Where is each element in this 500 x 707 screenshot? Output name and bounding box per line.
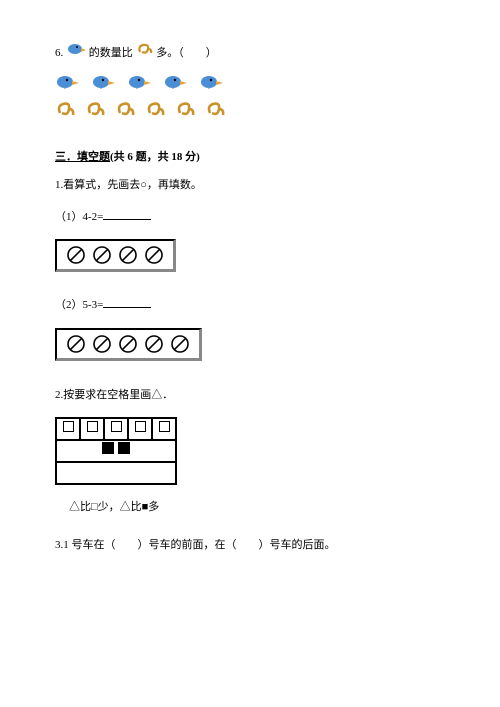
coils-row xyxy=(55,99,445,125)
q6-number: 6. xyxy=(55,47,63,59)
coil-icon xyxy=(55,99,77,125)
grid-cell xyxy=(80,418,104,440)
section-3-tail: (共 6 题，共 18 分) xyxy=(110,151,200,163)
coil-icon xyxy=(115,99,137,125)
grid-cell xyxy=(128,418,152,440)
hollow-square-icon xyxy=(135,421,146,432)
q3-text: 3.1 号车在（ ）号车的前面，在（ ）号车的后面。 xyxy=(55,537,445,554)
grid-row-2-cell xyxy=(56,440,176,462)
hollow-square-icon xyxy=(63,421,74,432)
grid-row-1 xyxy=(56,418,176,440)
coil-icon xyxy=(205,99,227,125)
grid-row-3-cell[interactable] xyxy=(56,462,176,484)
filled-square-icon xyxy=(102,442,114,454)
q6-text-mid1: 的数量比 xyxy=(89,47,133,59)
blank-field[interactable] xyxy=(103,296,151,308)
q1-part1-box xyxy=(55,239,176,272)
q1-stem: 1.看算式，先画去○，再填数。 xyxy=(55,177,445,194)
bird-icon xyxy=(55,72,79,96)
grid-cell xyxy=(56,418,80,440)
q6-figure xyxy=(55,72,445,125)
hollow-square-icon xyxy=(159,421,170,432)
q2-grid xyxy=(55,417,177,485)
grid-cell xyxy=(104,418,128,440)
section-3-title: 三．填空题 xyxy=(55,151,110,163)
coil-icon xyxy=(145,99,167,125)
bird-icon xyxy=(91,72,115,96)
grid-row-3 xyxy=(56,462,176,484)
q6-text-mid2: 多。（ ） xyxy=(156,47,217,59)
blank-field[interactable] xyxy=(103,208,151,220)
birds-row xyxy=(55,72,445,96)
q1-part1-label: （1）4-2= xyxy=(55,211,103,223)
hollow-square-icon xyxy=(111,421,122,432)
coil-icon xyxy=(136,47,157,59)
bird-icon xyxy=(127,72,151,96)
q1-part2-label: （2）5-3= xyxy=(55,299,103,311)
q2-stem: 2.按要求在空格里画△． xyxy=(55,387,445,404)
grid-cell xyxy=(152,418,176,440)
coil-icon xyxy=(175,99,197,125)
q2-caption: △比□少，△比■多 xyxy=(69,499,445,516)
bird-icon xyxy=(163,72,187,96)
section-3-header: 三．填空题(共 6 题，共 18 分) xyxy=(55,149,445,166)
q1-part2-box xyxy=(55,328,202,361)
bird-icon xyxy=(199,72,223,96)
grid-row-2 xyxy=(56,440,176,462)
filled-square-icon xyxy=(118,442,130,454)
coil-icon xyxy=(85,99,107,125)
hollow-square-icon xyxy=(87,421,98,432)
bird-icon xyxy=(66,47,89,59)
